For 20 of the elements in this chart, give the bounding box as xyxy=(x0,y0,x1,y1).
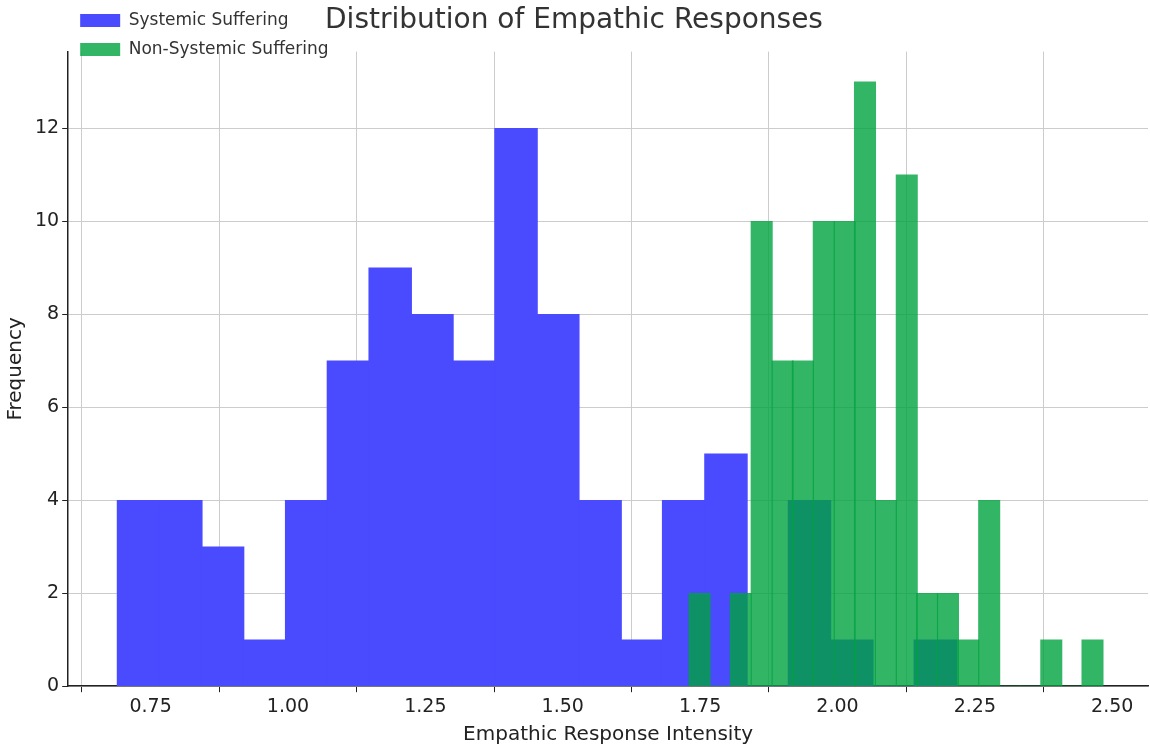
legend-label: Non-Systemic Suffering xyxy=(128,37,329,58)
y-tick-label: 6 xyxy=(47,394,60,417)
x-tick-label: 1.25 xyxy=(404,693,447,716)
x-tick-label: 1.75 xyxy=(678,693,722,716)
x-tick-label: 0.75 xyxy=(129,693,172,716)
x-tick-label: 2.00 xyxy=(816,693,859,716)
y-tick-label: 0 xyxy=(47,673,60,696)
y-tick-label: 4 xyxy=(47,487,60,510)
x-tick-label: 1.50 xyxy=(541,693,584,716)
legend-label: Systemic Suffering xyxy=(128,8,289,29)
x-tick-label: 2.25 xyxy=(953,693,997,716)
x-axis-title: Empathic Response Intensity xyxy=(463,721,754,746)
y-axis-title: Frequency xyxy=(2,317,27,421)
y-tick-label: 10 xyxy=(34,208,60,231)
x-tick-label: 1.00 xyxy=(266,693,310,716)
y-tick-label: 8 xyxy=(47,301,60,324)
x-tick-label: 2.50 xyxy=(1091,693,1134,716)
y-tick-label: 2 xyxy=(47,580,60,603)
y-tick-label: 12 xyxy=(34,115,60,138)
chart-title: Distribution of Empathic Responses xyxy=(325,2,823,36)
